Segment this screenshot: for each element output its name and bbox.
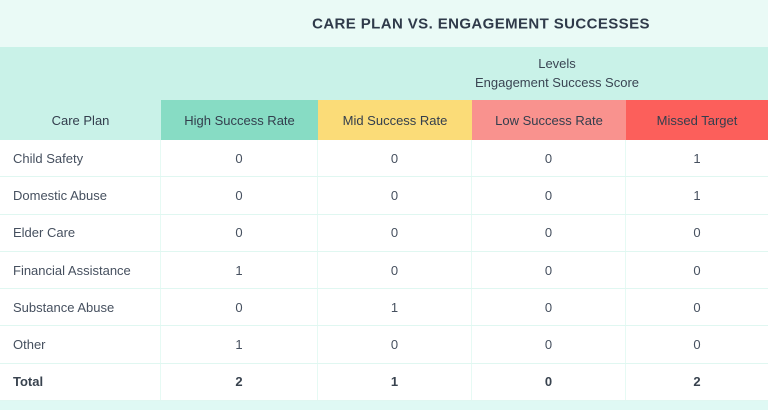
cell-value: 1 (318, 363, 472, 401)
cell-value: 0 (472, 140, 626, 177)
cell-value: 1 (161, 251, 318, 289)
cell-value: 0 (693, 225, 701, 241)
row-label: Elder Care (0, 214, 161, 251)
bottom-strip (0, 401, 768, 410)
cell-value: 0 (318, 140, 472, 177)
column-header-row: Care Plan High Success Rate Mid Success … (0, 100, 768, 140)
column-header-missed-target: Missed Target (626, 100, 768, 140)
table-row: Substance Abuse 0 1 0 0 (0, 289, 768, 327)
cell-value: 0 (161, 140, 318, 177)
cell-value: 0 (161, 289, 318, 326)
table-row-total: Total 2 1 0 2 (0, 363, 768, 402)
cell-value: 2 (161, 363, 318, 401)
cell-value: 0 (472, 251, 626, 289)
row-label: Financial Assistance (0, 251, 161, 289)
cell-value: 0 (472, 177, 626, 214)
cell-value: 0 (693, 337, 701, 353)
column-header-mid-success-rate: Mid Success Rate (318, 100, 472, 140)
table-row: Child Safety 0 0 0 1 (0, 140, 768, 178)
report-title: CARE PLAN VS. ENGAGEMENT SUCCESSES (312, 15, 650, 32)
levels-label: Levels (538, 56, 576, 71)
cell-value: 0 (472, 326, 626, 363)
cell-value: 0 (472, 214, 626, 251)
column-header-high-success-rate: High Success Rate (161, 100, 318, 140)
table-row: Domestic Abuse 0 0 0 1 (0, 177, 768, 215)
cell-value: 0 (472, 289, 626, 326)
cell-value: 0 (472, 363, 626, 401)
row-label: Total (0, 363, 161, 401)
table-row: Other 1 0 0 0 (0, 326, 768, 364)
title-bar: CARE PLAN VS. ENGAGEMENT SUCCESSES (0, 0, 768, 47)
cell-value: 0 (693, 299, 701, 315)
table-header-band: Levels Engagement Success Score Care Pla… (0, 47, 768, 140)
table-row: Financial Assistance 1 0 0 0 (0, 251, 768, 290)
cell-value: 0 (318, 214, 472, 251)
cell-value: 0 (161, 214, 318, 251)
column-header-care-plan: Care Plan (51, 112, 110, 128)
table-row: Elder Care 0 0 0 0 (0, 214, 768, 252)
cell-value: 2 (693, 374, 701, 390)
row-label: Domestic Abuse (0, 177, 161, 214)
cell-value: 0 (318, 177, 472, 214)
table-body: Child Safety 0 0 0 1 Domestic Abuse 0 0 … (0, 140, 768, 402)
cell-value: 1 (318, 289, 472, 326)
cell-value: 1 (161, 326, 318, 363)
group-header: Levels Engagement Success Score (475, 54, 639, 92)
cell-value: 1 (693, 150, 701, 166)
cell-value: 0 (318, 326, 472, 363)
cell-value: 0 (693, 262, 701, 278)
engagement-success-score-label: Engagement Success Score (474, 75, 640, 90)
row-label: Child Safety (0, 140, 161, 177)
cell-value: 1 (693, 187, 701, 203)
column-header-low-success-rate: Low Success Rate (472, 100, 626, 140)
row-label: Other (0, 326, 161, 363)
cell-value: 0 (161, 177, 318, 214)
row-label: Substance Abuse (0, 289, 161, 326)
cell-value: 0 (318, 251, 472, 289)
